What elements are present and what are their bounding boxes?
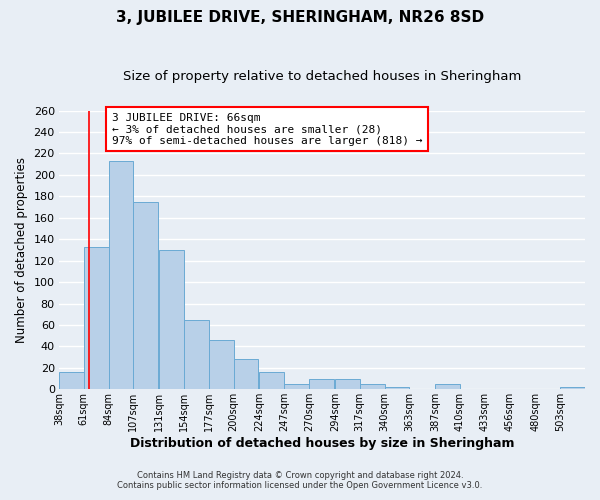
Bar [133,202,158,390]
X-axis label: Distribution of detached houses by size in Sheringham: Distribution of detached houses by size … [130,437,514,450]
Bar [560,387,585,390]
Bar [159,250,184,390]
Bar [335,378,360,390]
Bar [435,384,460,390]
Bar [84,246,109,390]
Bar [284,384,309,390]
Bar [259,372,284,390]
Bar [385,387,409,390]
Text: 3 JUBILEE DRIVE: 66sqm
← 3% of detached houses are smaller (28)
97% of semi-deta: 3 JUBILEE DRIVE: 66sqm ← 3% of detached … [112,112,422,146]
Bar [309,378,334,390]
Bar [109,161,133,390]
Text: 3, JUBILEE DRIVE, SHERINGHAM, NR26 8SD: 3, JUBILEE DRIVE, SHERINGHAM, NR26 8SD [116,10,484,25]
Text: Contains HM Land Registry data © Crown copyright and database right 2024.
Contai: Contains HM Land Registry data © Crown c… [118,470,482,490]
Bar [233,360,259,390]
Bar [360,384,385,390]
Bar [209,340,233,390]
Bar [184,320,209,390]
Title: Size of property relative to detached houses in Sheringham: Size of property relative to detached ho… [123,70,521,83]
Y-axis label: Number of detached properties: Number of detached properties [15,157,28,343]
Bar [59,372,84,390]
